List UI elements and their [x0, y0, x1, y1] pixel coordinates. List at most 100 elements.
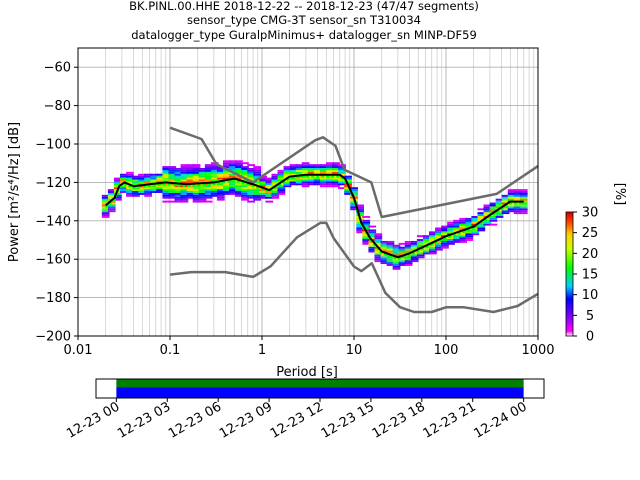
- heatmap-cell: [392, 248, 401, 251]
- heatmap-cell: [223, 171, 231, 174]
- heatmap-cell: [107, 192, 116, 195]
- heatmap-cell: [174, 191, 183, 193]
- heatmap-cell: [253, 175, 262, 178]
- heatmap-cell: [326, 166, 334, 168]
- heatmap-cell: [216, 196, 225, 199]
- heatmap-cell: [519, 212, 528, 215]
- heatmap-cell: [404, 264, 413, 266]
- heatmap-cell: [235, 189, 243, 192]
- heatmap-cell: [247, 196, 255, 199]
- heatmap-cell: [307, 177, 316, 180]
- heatmap-cell: [489, 208, 498, 211]
- heatmap-cell: [489, 216, 498, 218]
- heatmap-cell: [216, 181, 225, 184]
- heatmap-cell: [120, 189, 128, 192]
- heatmap-cell: [319, 171, 328, 174]
- heatmap-cell: [241, 166, 249, 168]
- heatmap-cell: [168, 173, 177, 176]
- heatmap-cell: [441, 244, 449, 247]
- heatmap-cell: [429, 248, 437, 251]
- heatmap-cell: [198, 189, 207, 192]
- chart-title-line-3: datalogger_type GuralpMinimus+ datalogge…: [131, 28, 477, 42]
- heatmap-cell: [326, 169, 334, 172]
- heatmap-cell: [162, 194, 171, 197]
- heatmap-cell: [410, 242, 419, 245]
- colorbar-tick-label: 30: [582, 206, 599, 221]
- heatmap-cell: [447, 242, 455, 245]
- y-tick-label: −180: [35, 291, 71, 306]
- heatmap-cell: [313, 169, 322, 172]
- heatmap-cell: [253, 198, 262, 201]
- heatmap-cell: [435, 231, 443, 234]
- heatmap-cell: [295, 169, 304, 172]
- heatmap-cell: [216, 173, 225, 176]
- heatmap-cell: [289, 173, 298, 176]
- heatmap-cell: [138, 187, 146, 190]
- heatmap-cell: [356, 227, 365, 230]
- heatmap-cell: [471, 217, 480, 220]
- heatmap-cell: [138, 192, 146, 195]
- heatmap-cell: [113, 198, 122, 201]
- heatmap-cell: [441, 240, 449, 243]
- heatmap-cell: [332, 169, 340, 172]
- heatmap-cell: [410, 256, 419, 259]
- heatmap-cell: [126, 177, 134, 180]
- heatmap-cell: [120, 179, 128, 182]
- heatmap-cell: [162, 183, 171, 186]
- heatmap-cell: [477, 216, 486, 218]
- heatmap-cell: [174, 200, 183, 203]
- heatmap-cell: [138, 181, 146, 184]
- heatmap-cell: [198, 169, 207, 172]
- heatmap-cell: [519, 206, 528, 209]
- heatmap-cell: [429, 244, 437, 247]
- heatmap-cell: [265, 185, 274, 188]
- high-noise-model-line: [169, 126, 538, 219]
- heatmap-cell: [113, 196, 122, 199]
- heatmap-cell: [362, 242, 371, 245]
- mode-line: [105, 175, 524, 261]
- heatmap-cell: [356, 204, 365, 207]
- heatmap-cell: [374, 237, 383, 240]
- heatmap-cell: [247, 168, 255, 170]
- heatmap-cell: [186, 192, 195, 195]
- time-tick-label: 12-23 09: [217, 399, 275, 441]
- heatmap-cell: [465, 225, 474, 228]
- heatmap-cell: [210, 164, 219, 167]
- x-tick-label: 0.01: [64, 343, 93, 358]
- heatmap-cell: [271, 183, 280, 186]
- heatmap-cell: [453, 219, 461, 222]
- heatmap-cell: [265, 191, 274, 193]
- heatmap-cell: [198, 198, 207, 201]
- heatmap-cell: [204, 191, 213, 193]
- heatmap-cell: [265, 194, 274, 197]
- heatmap-cell: [386, 260, 395, 263]
- heatmap-cell: [162, 196, 171, 199]
- heatmap-cell: [404, 260, 413, 263]
- heatmap-cell: [495, 200, 504, 203]
- heatmap-cell: [356, 210, 365, 213]
- heatmap-cell: [422, 237, 431, 240]
- heatmap-cell: [313, 177, 322, 180]
- heatmap-cell: [162, 200, 171, 203]
- heatmap-cell: [295, 175, 304, 178]
- heatmap-cell: [156, 189, 165, 192]
- heatmap-cell: [519, 194, 528, 197]
- heatmap-cell: [507, 206, 516, 209]
- heatmap-cell: [138, 185, 146, 188]
- heatmap-cell: [313, 183, 322, 186]
- heatmap-cell: [519, 200, 528, 203]
- low-noise-model-line: [169, 221, 538, 314]
- heatmap-cell: [422, 242, 431, 245]
- heatmap-cell: [495, 206, 504, 209]
- heatmap-cell: [192, 187, 201, 190]
- heatmap-cell: [307, 164, 316, 167]
- heatmap-cell: [271, 189, 280, 192]
- heatmap-cell: [465, 217, 474, 220]
- heatmap-cell: [435, 229, 443, 232]
- heatmap-cell: [422, 235, 431, 238]
- heatmap-cell: [362, 223, 371, 226]
- heatmap-cell: [198, 200, 207, 203]
- heatmap-cell: [235, 168, 243, 170]
- heatmap-cell: [247, 173, 255, 176]
